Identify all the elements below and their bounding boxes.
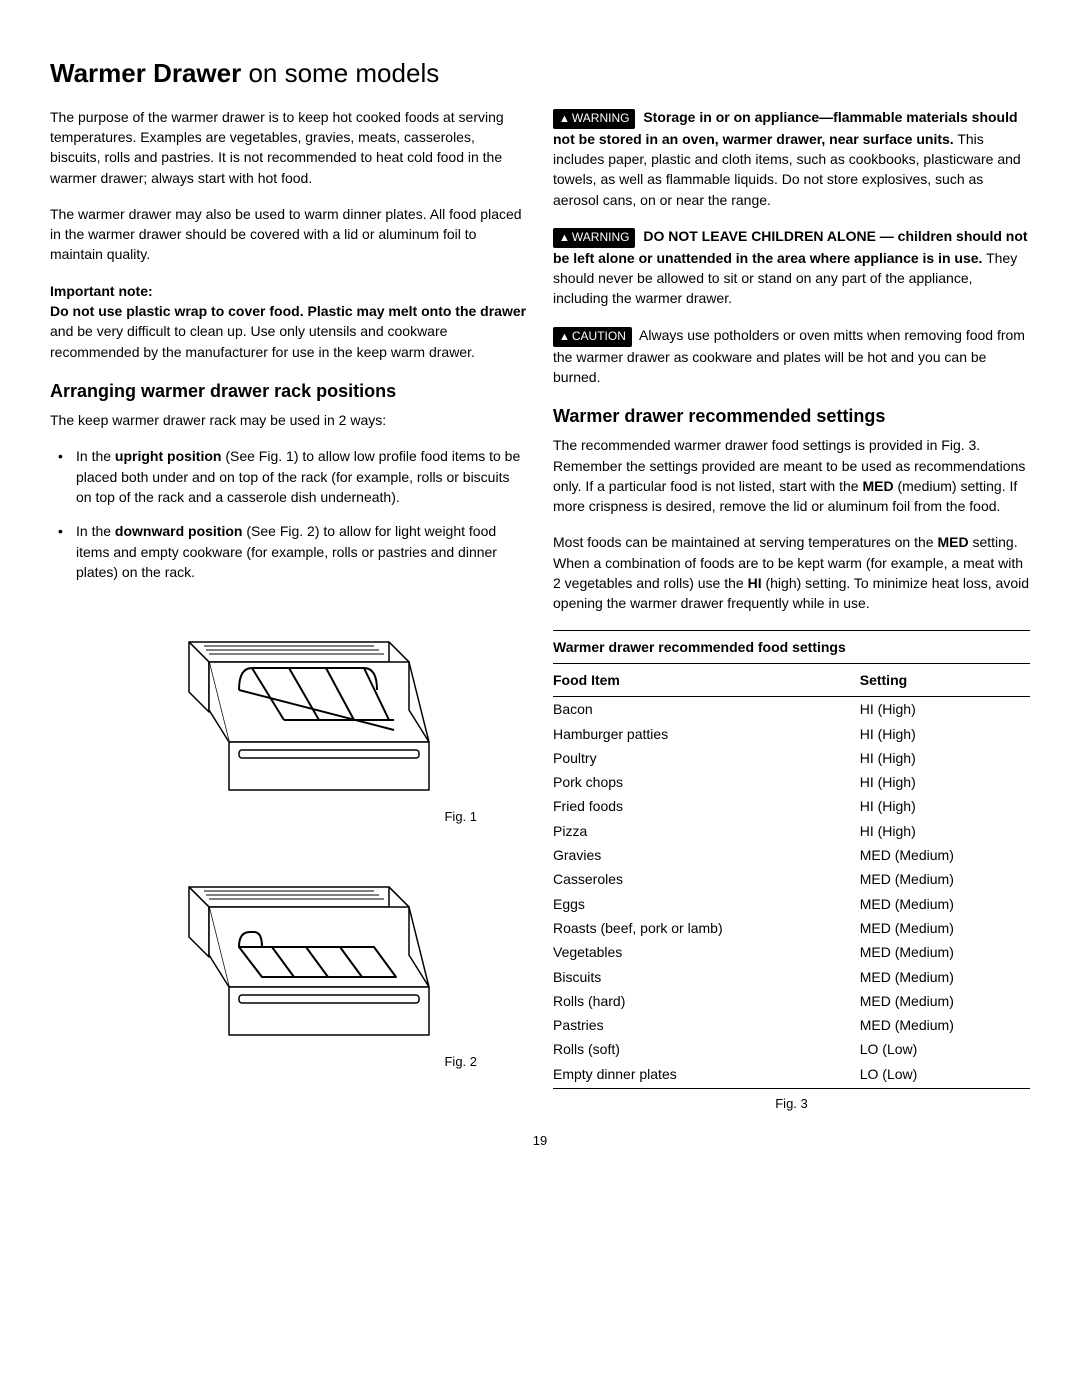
table-row: Fried foodsHI (High) [553, 794, 1030, 818]
right-column: ▲WARNING Storage in or on appliance—flam… [553, 107, 1030, 1114]
table-row: Rolls (soft)LO (Low) [553, 1037, 1030, 1061]
setting-cell: MED (Medium) [860, 843, 1030, 867]
food-cell: Rolls (soft) [553, 1037, 860, 1061]
title-bold: Warmer Drawer [50, 58, 241, 88]
table-title-row: Warmer drawer recommended food settings [553, 630, 1030, 663]
table-row: CasserolesMED (Medium) [553, 867, 1030, 891]
food-cell: Pastries [553, 1013, 860, 1037]
table-row: Pork chopsHI (High) [553, 770, 1030, 794]
food-cell: Empty dinner plates [553, 1062, 860, 1089]
figure-1: Fig. 1 [50, 602, 527, 827]
food-cell: Pizza [553, 819, 860, 843]
food-cell: Poultry [553, 746, 860, 770]
food-cell: Eggs [553, 892, 860, 916]
table-row: Empty dinner platesLO (Low) [553, 1062, 1030, 1089]
setting-cell: HI (High) [860, 819, 1030, 843]
recommended-p1: The recommended warmer drawer food setti… [553, 435, 1030, 516]
table-row: BiscuitsMED (Medium) [553, 965, 1030, 989]
settings-table: Warmer drawer recommended food settings … [553, 630, 1030, 1089]
arranging-heading: Arranging warmer drawer rack positions [50, 378, 527, 404]
warning-badge-icon: ▲WARNING [553, 228, 635, 248]
upright-bullet: In the upright position (See Fig. 1) to … [72, 446, 527, 507]
fig1-caption: Fig. 1 [50, 808, 477, 827]
table-header-row: Food Item Setting [553, 663, 1030, 696]
food-cell: Vegetables [553, 940, 860, 964]
setting-cell: HI (High) [860, 722, 1030, 746]
col-setting: Setting [860, 663, 1030, 696]
setting-cell: MED (Medium) [860, 892, 1030, 916]
table-row: EggsMED (Medium) [553, 892, 1030, 916]
setting-cell: HI (High) [860, 794, 1030, 818]
food-cell: Pork chops [553, 770, 860, 794]
caution-badge-icon: ▲CAUTION [553, 327, 632, 347]
drawer-downward-icon [134, 847, 444, 1047]
recommended-p2: Most foods can be maintained at serving … [553, 532, 1030, 613]
setting-cell: LO (Low) [860, 1062, 1030, 1089]
table-row: PoultryHI (High) [553, 746, 1030, 770]
table-row: VegetablesMED (Medium) [553, 940, 1030, 964]
food-cell: Bacon [553, 697, 860, 722]
food-cell: Gravies [553, 843, 860, 867]
table-row: PastriesMED (Medium) [553, 1013, 1030, 1037]
caution-potholders: ▲CAUTION Always use potholders or oven m… [553, 325, 1030, 388]
two-column-layout: The purpose of the warmer drawer is to k… [50, 107, 1030, 1114]
intro-p1: The purpose of the warmer drawer is to k… [50, 107, 527, 188]
page-number: 19 [50, 1132, 1030, 1151]
food-cell: Fried foods [553, 794, 860, 818]
table-row: BaconHI (High) [553, 697, 1030, 722]
warning-badge-icon: ▲WARNING [553, 109, 635, 129]
fig3-caption: Fig. 3 [553, 1095, 1030, 1114]
arranging-intro: The keep warmer drawer rack may be used … [50, 410, 527, 430]
title-light: on some models [241, 58, 439, 88]
setting-cell: MED (Medium) [860, 940, 1030, 964]
fig2-caption: Fig. 2 [50, 1053, 477, 1072]
food-cell: Casseroles [553, 867, 860, 891]
table-row: Rolls (hard)MED (Medium) [553, 989, 1030, 1013]
table-row: Hamburger pattiesHI (High) [553, 722, 1030, 746]
note-bold: Do not use plastic wrap to cover food. P… [50, 303, 526, 319]
setting-cell: MED (Medium) [860, 867, 1030, 891]
table-row: Roasts (beef, pork or lamb)MED (Medium) [553, 916, 1030, 940]
position-list: In the upright position (See Fig. 1) to … [50, 446, 527, 582]
note-label: Important note: [50, 283, 153, 299]
figure-2: Fig. 2 [50, 847, 527, 1072]
page-title: Warmer Drawer on some models [50, 55, 1030, 93]
drawer-upright-icon [134, 602, 444, 802]
setting-cell: HI (High) [860, 746, 1030, 770]
setting-cell: MED (Medium) [860, 989, 1030, 1013]
setting-cell: HI (High) [860, 697, 1030, 722]
col-food: Food Item [553, 663, 860, 696]
setting-cell: MED (Medium) [860, 916, 1030, 940]
setting-cell: LO (Low) [860, 1037, 1030, 1061]
food-cell: Biscuits [553, 965, 860, 989]
left-column: The purpose of the warmer drawer is to k… [50, 107, 527, 1114]
food-cell: Roasts (beef, pork or lamb) [553, 916, 860, 940]
downward-bullet: In the downward position (See Fig. 2) to… [72, 521, 527, 582]
recommended-heading: Warmer drawer recommended settings [553, 403, 1030, 429]
important-note: Important note: Do not use plastic wrap … [50, 281, 527, 362]
table-row: PizzaHI (High) [553, 819, 1030, 843]
setting-cell: MED (Medium) [860, 965, 1030, 989]
table-row: GraviesMED (Medium) [553, 843, 1030, 867]
setting-cell: HI (High) [860, 770, 1030, 794]
food-cell: Hamburger patties [553, 722, 860, 746]
warning-storage: ▲WARNING Storage in or on appliance—flam… [553, 107, 1030, 210]
food-cell: Rolls (hard) [553, 989, 860, 1013]
warning-children: ▲WARNING DO NOT LEAVE CHILDREN ALONE — c… [553, 226, 1030, 309]
intro-p2: The warmer drawer may also be used to wa… [50, 204, 527, 265]
setting-cell: MED (Medium) [860, 1013, 1030, 1037]
note-rest: and be very difficult to clean up. Use o… [50, 323, 475, 359]
